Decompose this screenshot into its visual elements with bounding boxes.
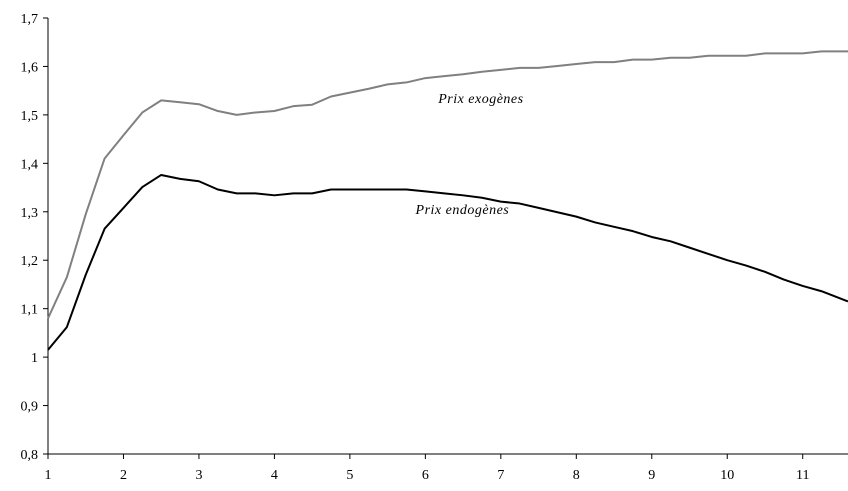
x-tick-label: 8 bbox=[573, 468, 580, 483]
y-tick-label: 1,6 bbox=[21, 60, 39, 75]
y-tick-label: 1,1 bbox=[21, 303, 39, 318]
x-tick-label: 2 bbox=[120, 468, 127, 483]
series-lines bbox=[47, 50, 848, 351]
x-tick-label: 6 bbox=[422, 468, 429, 483]
y-tick-label: 1,2 bbox=[21, 254, 39, 269]
annotation-prix-endogenes: Prix endogènes bbox=[415, 203, 510, 218]
y-tick-label: 1,3 bbox=[21, 206, 39, 221]
y-tick-label: 1 bbox=[31, 351, 38, 366]
series-line-prix-exogenes bbox=[47, 50, 848, 319]
x-tick-label: 10 bbox=[720, 468, 734, 483]
x-tick-label: 11 bbox=[796, 468, 809, 483]
x-tick-label: 5 bbox=[346, 468, 353, 483]
y-tick-label: 0,8 bbox=[21, 448, 39, 463]
y-tick-label: 1,5 bbox=[21, 109, 39, 124]
series-line-prix-endogenes bbox=[47, 173, 848, 351]
y-tick-label: 1,7 bbox=[21, 12, 39, 27]
annotation-prix-exogenes: Prix exogènes bbox=[437, 92, 523, 107]
axes bbox=[43, 17, 848, 459]
x-tick-label: 4 bbox=[271, 468, 278, 483]
x-tick-label: 7 bbox=[497, 468, 504, 483]
x-tick-label: 9 bbox=[648, 468, 655, 483]
tick-labels: 0,8 0,9 1 1,1 1,2 1,3 1,4 1,5 1,6 1,7 1 2 3 4 5 6 7 8 9 10 1… bbox=[21, 12, 810, 483]
y-tick-label: 1,4 bbox=[21, 157, 39, 172]
x-tick-label: 3 bbox=[195, 468, 202, 483]
annotations: Prix exogènes Prix endogènes bbox=[415, 92, 524, 218]
x-tick-label: 1 bbox=[45, 468, 52, 483]
y-tick-label: 0,9 bbox=[21, 400, 39, 415]
